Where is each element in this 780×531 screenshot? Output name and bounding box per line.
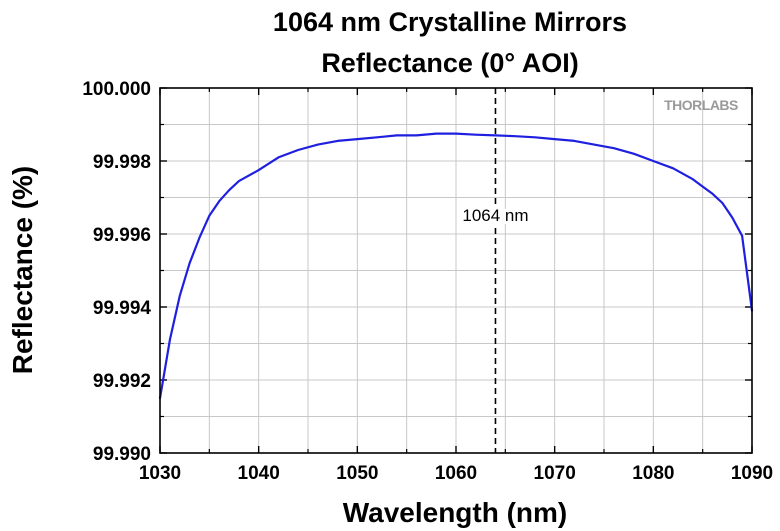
- x-axis-label: Wavelength (nm): [343, 497, 568, 528]
- y-tick-label: 99.992: [93, 371, 151, 392]
- x-tick-label: 1050: [336, 463, 378, 484]
- y-tick-labels: 99.990 99.992 99.994 99.996 99.998 100.000: [82, 79, 151, 465]
- chart-title: 1064 nm Crystalline Mirrors: [273, 7, 627, 37]
- annotation-label-1064: 1064 nm: [462, 206, 528, 225]
- x-tick-label: 1090: [731, 463, 773, 484]
- y-tick-label: 99.996: [93, 225, 151, 246]
- x-tick-label: 1070: [534, 463, 576, 484]
- x-tick-label: 1060: [435, 463, 477, 484]
- y-tick-label: 99.990: [93, 444, 151, 465]
- x-tick-label: 1080: [632, 463, 674, 484]
- y-axis-label: Reflectance (%): [7, 166, 38, 375]
- grid: [160, 88, 752, 453]
- y-tick-label: 100.000: [82, 79, 151, 100]
- chart-subtitle: Reflectance (0° AOI): [321, 48, 578, 78]
- x-tick-label: 1040: [238, 463, 280, 484]
- y-tick-label: 99.994: [93, 298, 152, 319]
- x-tick-label: 1030: [139, 463, 181, 484]
- y-tick-label: 99.998: [93, 152, 151, 173]
- thorlabs-logo: THORLABS: [664, 97, 738, 113]
- series-reflectance-line: [158, 132, 754, 400]
- x-tick-labels: 1030 1040 1050 1060 1070 1080 1090: [139, 463, 773, 484]
- plot-frame: [159, 87, 753, 454]
